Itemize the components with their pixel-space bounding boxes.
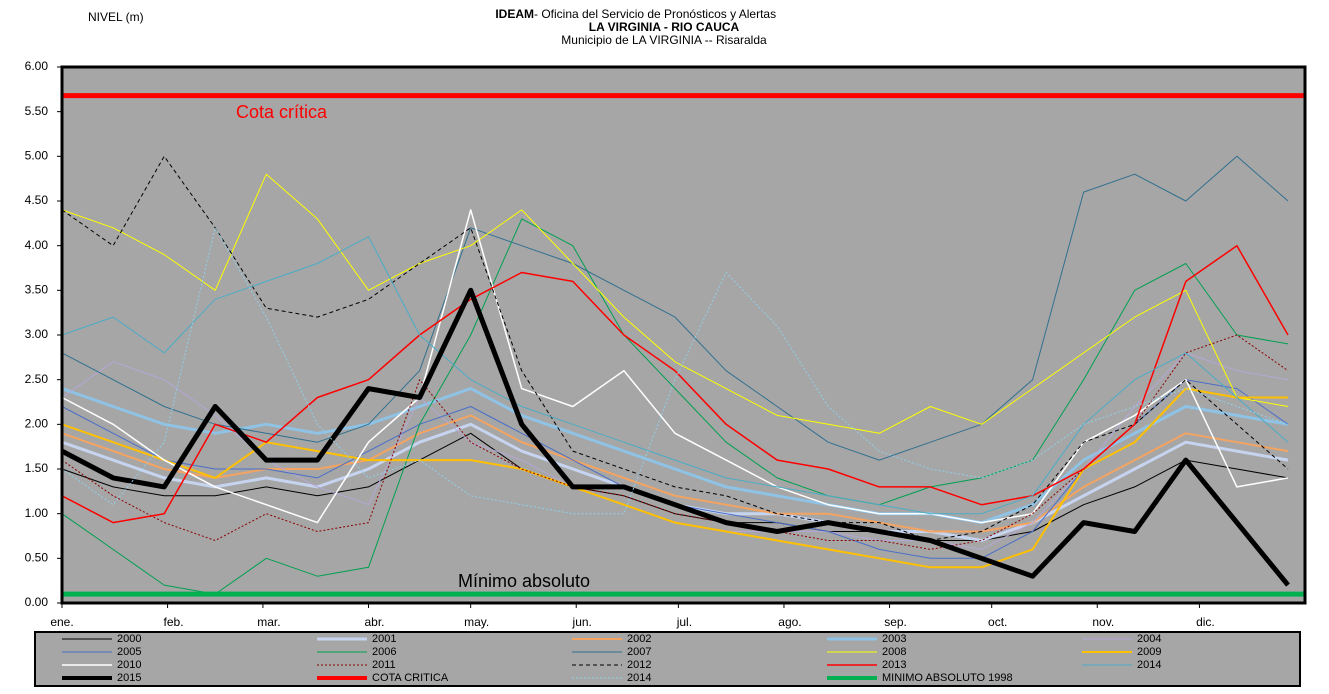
legend-label: 2014 xyxy=(627,672,651,684)
x-tick-label: nov. xyxy=(1092,615,1114,629)
series-line xyxy=(61,173,1289,434)
y-tick-label: 6.00 xyxy=(25,59,49,73)
x-tick-label: mar. xyxy=(257,615,280,629)
legend-label: 2013 xyxy=(882,659,906,671)
legend-label: 2008 xyxy=(882,646,906,658)
plot-bg xyxy=(62,67,1305,603)
x-tick-label: ene. xyxy=(50,615,73,629)
legend-label: 2011 xyxy=(372,659,396,671)
legend-label: 2001 xyxy=(372,633,396,645)
x-tick-label: dic. xyxy=(1196,615,1215,629)
legend-label: 2002 xyxy=(627,633,651,645)
legend-label: 2003 xyxy=(882,633,906,645)
y-tick-label: 2.50 xyxy=(25,372,49,386)
legend-label: 2005 xyxy=(117,646,141,658)
series-line xyxy=(61,155,1289,541)
y-tick-label: 3.00 xyxy=(25,327,49,341)
legend-label: 2009 xyxy=(1137,646,1161,658)
y-tick-label: 2.00 xyxy=(25,417,49,431)
legend-label: 2015 xyxy=(117,672,141,684)
y-tick-label: 4.00 xyxy=(25,238,49,252)
legend-box xyxy=(34,631,1301,687)
y-tick-label: 0.00 xyxy=(25,595,49,609)
annotation: Mínimo absoluto xyxy=(458,571,590,591)
legend-label: 2012 xyxy=(627,659,651,671)
legend-label: 2007 xyxy=(627,646,651,658)
subtitle2: Municipio de LA VIRGINIA -- Risaralda xyxy=(561,33,767,47)
title-org: IDEAM xyxy=(495,7,534,21)
plot-border xyxy=(60,65,1307,605)
series-line xyxy=(61,387,1289,525)
series-line xyxy=(61,244,1289,524)
x-tick-label: may. xyxy=(464,615,489,629)
x-tick-label: oct. xyxy=(988,615,1007,629)
x-tick-label: ago. xyxy=(778,615,801,629)
legend-label: 2000 xyxy=(117,633,141,645)
legend-label: MINIMO ABSOLUTO 1998 xyxy=(882,672,1013,684)
legend-label: 2006 xyxy=(372,646,396,658)
y-axis-label: NIVEL (m) xyxy=(88,10,144,24)
legend-label: 2010 xyxy=(117,659,141,671)
y-tick-label: 5.00 xyxy=(25,149,49,163)
chart-title: - Oficina del Servicio de Pronósticos y … xyxy=(534,7,776,21)
y-tick-label: 4.50 xyxy=(25,193,49,207)
y-tick-label: 5.50 xyxy=(25,104,49,118)
series-line xyxy=(61,155,1289,461)
y-tick-label: 0.50 xyxy=(25,551,49,565)
legend-label: COTA CRITICA xyxy=(372,672,449,684)
x-tick-label: abr. xyxy=(364,615,384,629)
x-tick-label: jun. xyxy=(572,615,592,629)
x-tick-label: sep. xyxy=(884,615,907,629)
y-tick-label: 1.50 xyxy=(25,461,49,475)
annotation: Cota crítica xyxy=(236,102,328,122)
x-tick-label: feb. xyxy=(164,615,184,629)
legend-label: 2014 xyxy=(1137,659,1161,671)
series-line xyxy=(61,334,1289,550)
y-tick-label: 1.00 xyxy=(25,506,49,520)
y-tick-label: 3.50 xyxy=(25,283,49,297)
series-line xyxy=(61,227,1289,515)
series-line xyxy=(60,287,1290,587)
series-line xyxy=(61,218,1289,595)
x-tick-label: jul. xyxy=(676,615,692,629)
subtitle: LA VIRGINIA - RIO CAUCA xyxy=(589,20,740,34)
legend-label: 2004 xyxy=(1137,633,1161,645)
